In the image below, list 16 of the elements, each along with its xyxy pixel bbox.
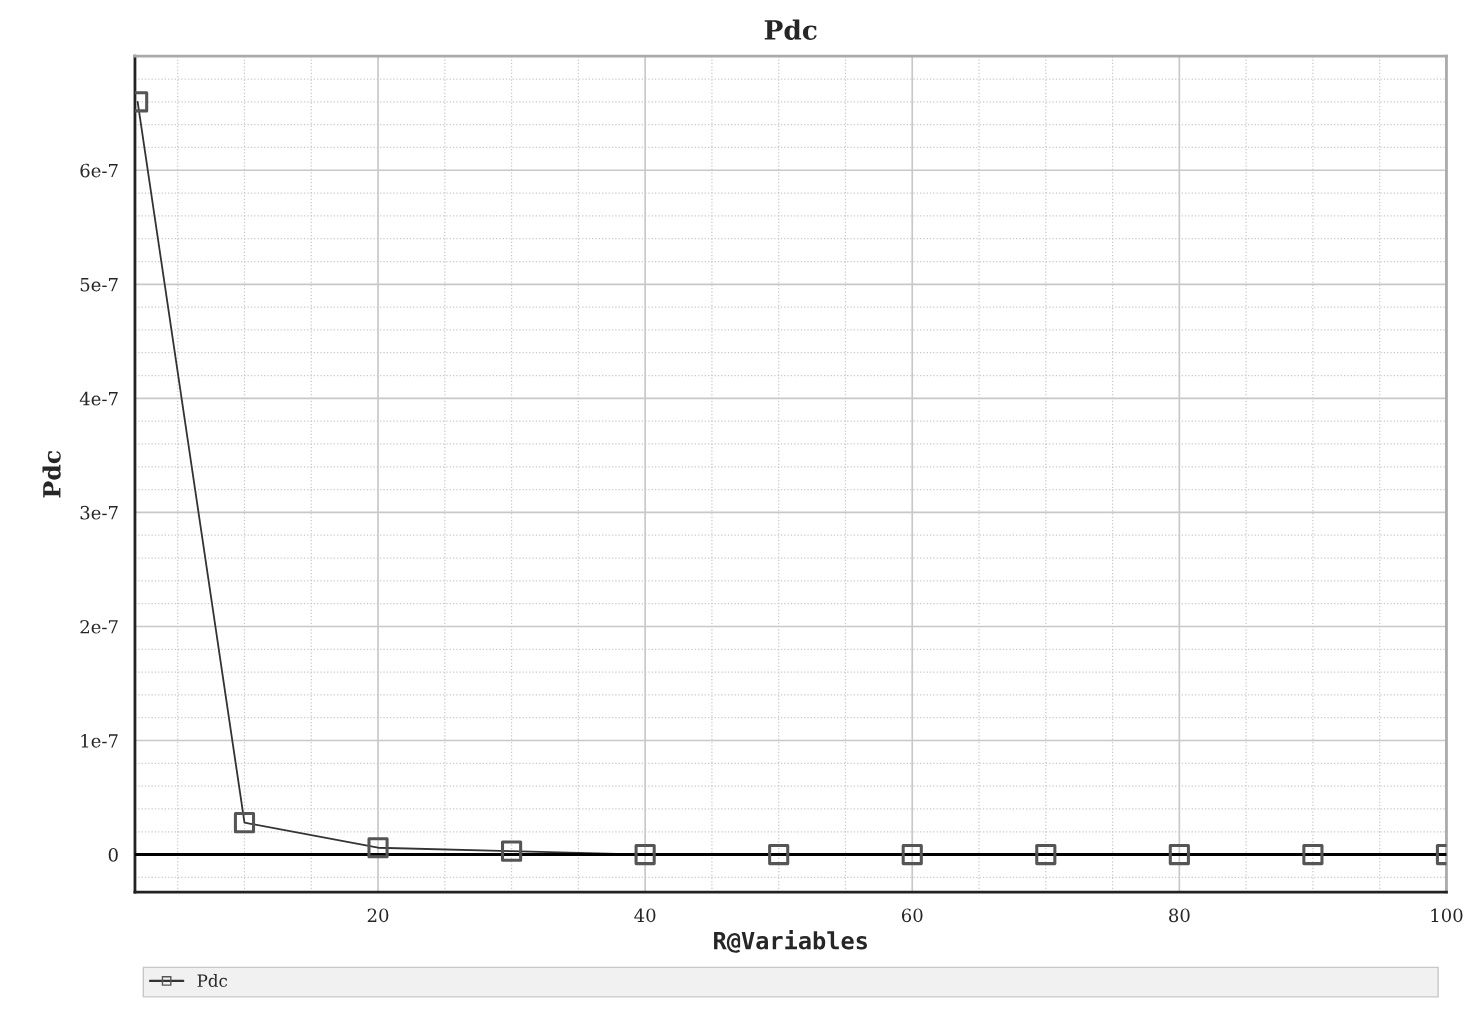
x-tick-label: 40 bbox=[634, 908, 656, 923]
y-tick-label: 3e-7 bbox=[80, 505, 118, 520]
y-tick-label: 2e-7 bbox=[80, 619, 118, 634]
y-tick-label: 6e-7 bbox=[80, 163, 118, 178]
y-tick-label: 5e-7 bbox=[80, 278, 118, 292]
x-axis-title: R@Variables bbox=[714, 929, 867, 953]
y-tick-label: 1e-7 bbox=[81, 733, 118, 748]
x-tick-label: 100 bbox=[1431, 908, 1463, 923]
y-axis-title: Pdc bbox=[42, 450, 61, 498]
y-tick-label: 0 bbox=[108, 848, 118, 862]
y-tick-label: 4e-7 bbox=[79, 391, 118, 406]
x-tick-label: 20 bbox=[367, 908, 389, 923]
legend-label: Pdc bbox=[197, 974, 228, 987]
x-tick-label: 60 bbox=[901, 908, 923, 923]
chart-title: Pdc bbox=[764, 19, 817, 40]
x-tick-label: 80 bbox=[1169, 908, 1190, 923]
